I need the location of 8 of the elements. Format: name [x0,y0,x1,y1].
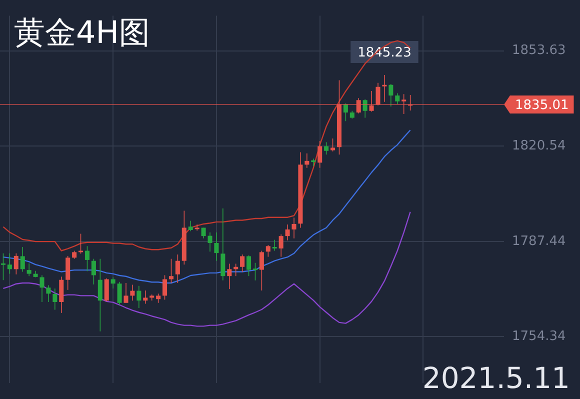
chart-title: 黄金4H图 [14,14,150,52]
annotation: 2021.5.11 [422,361,570,395]
y-tick-label: 1820.54 [512,138,566,154]
y-tick-label: 1754.34 [512,329,566,344]
candlestick [124,283,128,303]
y-tick-label: 1853.63 [512,43,566,58]
y-tick-label: 1787.44 [512,234,566,249]
ref-line-label: 1835.01 [515,98,569,113]
